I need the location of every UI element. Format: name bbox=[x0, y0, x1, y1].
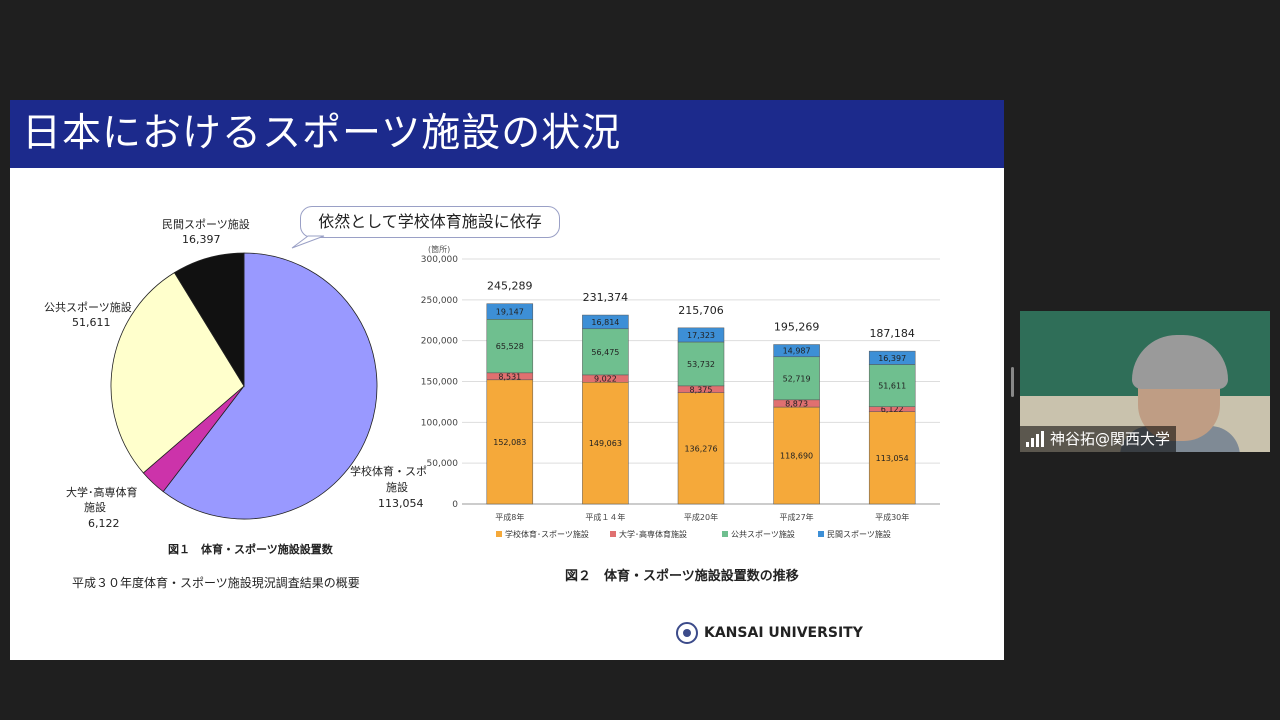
bar-total-label: 195,269 bbox=[774, 321, 820, 334]
pie-label-daigaku-value: 6,122 bbox=[88, 517, 120, 530]
legend-label: 公共スポーツ施設 bbox=[731, 529, 795, 539]
bar-total-label: 187,184 bbox=[869, 327, 915, 340]
legend-label: 民間スポーツ施設 bbox=[827, 529, 891, 539]
presentation-slide: 日本におけるスポーツ施設の状況 依然として学校体育施設に依存 民間スポーツ施設 … bbox=[10, 100, 1004, 660]
panel-resize-handle[interactable] bbox=[1011, 367, 1014, 397]
bar-total-label: 245,289 bbox=[487, 280, 533, 293]
bar-value-label: 65,528 bbox=[496, 342, 524, 351]
bar-segment bbox=[868, 364, 916, 407]
participant-video-tile[interactable]: 神谷拓@関西大学 bbox=[1020, 311, 1270, 452]
bar-value-label: 113,054 bbox=[876, 454, 909, 463]
bar-segment bbox=[868, 411, 916, 505]
y-tick-label: 50,000 bbox=[427, 459, 459, 469]
legend-label: 大学･高専体育施設 bbox=[619, 529, 687, 539]
legend-swatch bbox=[818, 531, 824, 537]
pie-label-gakko-name: 学校体育・スポ bbox=[350, 465, 427, 478]
legend-swatch bbox=[610, 531, 616, 537]
bar-segment bbox=[677, 327, 725, 343]
pie-label-gakko-value: 113,054 bbox=[378, 497, 424, 510]
y-axis-unit: (箇所) bbox=[428, 244, 450, 254]
pie-label-daigaku-name: 大学･高専体育 bbox=[66, 486, 138, 499]
bar-value-label: 53,732 bbox=[687, 360, 715, 369]
callout-bubble: 依然として学校体育施設に依存 bbox=[300, 206, 560, 238]
pie-slice-2 bbox=[110, 272, 245, 474]
bar-segment bbox=[582, 382, 629, 505]
bar-value-label: 51,611 bbox=[878, 382, 906, 391]
bar-segment bbox=[773, 406, 820, 505]
bar-value-label: 149,063 bbox=[589, 439, 622, 448]
signal-strength-icon bbox=[1026, 431, 1044, 447]
figure1-caption: 図１ 体育・スポーツ施設設置数 bbox=[168, 543, 333, 556]
bar-value-label: 9,022 bbox=[594, 375, 617, 384]
pie-label-kokyo-name: 公共スポーツ施設 bbox=[44, 301, 132, 314]
bar-value-label: 8,531 bbox=[498, 372, 521, 381]
y-tick-label: 250,000 bbox=[421, 296, 458, 306]
university-emblem-icon bbox=[676, 622, 698, 644]
y-tick-label: 0 bbox=[452, 500, 458, 510]
pie-label-minkan-name: 民間スポーツ施設 bbox=[162, 218, 250, 231]
bar-total-label: 215,706 bbox=[678, 304, 724, 317]
legend-swatch bbox=[496, 531, 502, 537]
pie-slice-3 bbox=[173, 252, 245, 388]
x-tick-label: 平成１４年 bbox=[585, 512, 625, 522]
bar-value-label: 136,276 bbox=[684, 444, 717, 453]
pie-label-gakko-name2: 施設 bbox=[386, 481, 408, 494]
bar-segment bbox=[582, 328, 629, 376]
bar-value-label: 17,323 bbox=[687, 331, 715, 340]
bar-value-label: 8,873 bbox=[785, 399, 808, 408]
y-tick-label: 150,000 bbox=[421, 378, 458, 388]
bar-segment bbox=[773, 344, 820, 358]
bar-value-label: 6,122 bbox=[881, 405, 904, 414]
bar-segment bbox=[582, 314, 629, 330]
y-tick-label: 200,000 bbox=[421, 337, 458, 347]
y-tick-label: 300,000 bbox=[421, 255, 458, 265]
pie-chart bbox=[110, 252, 378, 520]
x-tick-label: 平成8年 bbox=[495, 512, 524, 522]
pie-label-kokyo-value: 51,611 bbox=[72, 316, 111, 329]
bubble-tail bbox=[291, 235, 325, 249]
pie-label-minkan-value: 16,397 bbox=[182, 233, 221, 246]
bar-segment bbox=[486, 319, 534, 374]
legend-swatch bbox=[722, 531, 728, 537]
bar-segment bbox=[677, 392, 725, 505]
bar-total-label: 231,374 bbox=[583, 291, 629, 304]
figure2-caption: 図２ 体育・スポーツ施設設置数の推移 bbox=[565, 569, 799, 584]
pie-label-daigaku-name2: 施設 bbox=[84, 501, 106, 514]
x-tick-label: 平成20年 bbox=[684, 512, 718, 522]
kansai-university-logo: KANSAI UNIVERSITY bbox=[676, 622, 863, 644]
bar-segment bbox=[486, 379, 534, 505]
y-tick-label: 100,000 bbox=[421, 418, 458, 428]
bar-segment bbox=[773, 356, 820, 401]
bar-value-label: 52,719 bbox=[783, 374, 811, 383]
stacked-bar-chart: (箇所) 0 50,000 100,000 150,000 200,000 250,000 3… bbox=[421, 244, 940, 539]
bar-value-label: 152,083 bbox=[493, 438, 526, 447]
pie-slice-0 bbox=[162, 252, 378, 520]
figure1-source: 平成３０年度体育・スポーツ施設現況調査結果の概要 bbox=[72, 576, 360, 590]
bar-segment bbox=[486, 303, 534, 320]
bar-value-label: 8,375 bbox=[690, 385, 713, 394]
participant-name: 神谷拓@関西大学 bbox=[1050, 430, 1171, 448]
bar-value-label: 16,814 bbox=[591, 318, 619, 327]
bar-value-label: 16,397 bbox=[878, 354, 906, 363]
x-tick-label: 平成27年 bbox=[780, 512, 814, 522]
x-tick-label: 平成30年 bbox=[875, 512, 909, 522]
slide-title: 日本におけるスポーツ施設の状況 bbox=[22, 111, 622, 156]
legend-label: 学校体育･スポーツ施設 bbox=[505, 529, 589, 539]
slide-title-bar: 日本におけるスポーツ施設の状況 bbox=[10, 100, 1004, 168]
logo-text: KANSAI UNIVERSITY bbox=[704, 625, 863, 641]
bar-value-label: 56,475 bbox=[591, 348, 619, 357]
bar-segment bbox=[868, 350, 916, 365]
bar-segment bbox=[677, 341, 725, 387]
participant-name-tag: 神谷拓@関西大学 bbox=[1020, 426, 1177, 452]
bar-value-label: 19,147 bbox=[496, 307, 524, 316]
bar-value-label: 14,987 bbox=[783, 347, 811, 356]
bar-value-label: 118,690 bbox=[780, 452, 813, 461]
